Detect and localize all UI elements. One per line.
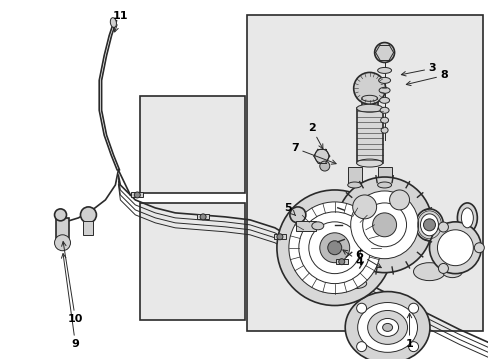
Circle shape — [314, 149, 328, 163]
Text: 1: 1 — [405, 313, 412, 349]
Ellipse shape — [344, 279, 366, 289]
Ellipse shape — [380, 127, 387, 133]
Ellipse shape — [345, 292, 429, 360]
Ellipse shape — [357, 302, 417, 352]
Ellipse shape — [456, 203, 476, 233]
Text: 4: 4 — [342, 250, 363, 267]
Circle shape — [428, 222, 480, 274]
Ellipse shape — [415, 209, 443, 241]
Text: 3: 3 — [401, 63, 435, 76]
Circle shape — [276, 234, 283, 240]
Circle shape — [352, 195, 376, 219]
Ellipse shape — [110, 18, 116, 28]
Bar — [140, 203, 244, 320]
Ellipse shape — [379, 97, 389, 103]
Ellipse shape — [356, 159, 382, 167]
Bar — [131, 192, 143, 197]
Bar — [295, 221, 315, 231]
Circle shape — [55, 209, 66, 221]
Circle shape — [437, 230, 472, 266]
Text: 10: 10 — [61, 242, 83, 324]
Bar — [56, 218, 69, 240]
Text: 5: 5 — [284, 203, 295, 216]
Bar — [347, 167, 361, 185]
Ellipse shape — [442, 266, 462, 278]
Ellipse shape — [380, 117, 388, 123]
Circle shape — [356, 303, 366, 313]
Ellipse shape — [379, 107, 388, 113]
Ellipse shape — [356, 104, 382, 112]
Circle shape — [372, 213, 396, 237]
Circle shape — [356, 342, 366, 352]
Bar — [377, 167, 391, 185]
Circle shape — [200, 214, 205, 220]
Circle shape — [289, 207, 305, 223]
Circle shape — [338, 259, 344, 265]
Ellipse shape — [461, 208, 472, 228]
Text: 2: 2 — [307, 123, 322, 149]
Ellipse shape — [413, 263, 445, 280]
Ellipse shape — [377, 182, 391, 188]
Ellipse shape — [420, 214, 438, 236]
Circle shape — [336, 177, 431, 273]
Text: 9: 9 — [61, 253, 79, 349]
Bar — [273, 234, 285, 239]
Bar — [197, 214, 209, 219]
Ellipse shape — [361, 105, 377, 111]
Circle shape — [438, 222, 447, 232]
Text: 6: 6 — [355, 250, 381, 268]
Bar — [356, 108, 382, 163]
Text: 7: 7 — [290, 143, 335, 164]
Circle shape — [319, 161, 329, 171]
Circle shape — [389, 190, 408, 210]
Ellipse shape — [378, 77, 390, 84]
Ellipse shape — [378, 87, 389, 93]
Ellipse shape — [361, 95, 377, 101]
Ellipse shape — [382, 323, 392, 332]
Circle shape — [319, 233, 349, 263]
Circle shape — [423, 219, 435, 231]
Ellipse shape — [377, 67, 391, 73]
Circle shape — [473, 243, 483, 253]
Circle shape — [81, 207, 96, 223]
Circle shape — [408, 342, 418, 352]
Circle shape — [276, 190, 392, 306]
Bar — [140, 96, 244, 193]
Ellipse shape — [376, 319, 398, 336]
Bar — [83, 221, 93, 235]
Circle shape — [288, 202, 380, 293]
Circle shape — [55, 235, 70, 251]
Circle shape — [374, 42, 394, 62]
Ellipse shape — [311, 222, 323, 230]
Bar — [361, 98, 377, 108]
Ellipse shape — [367, 310, 407, 345]
Circle shape — [408, 303, 418, 313]
Circle shape — [134, 192, 140, 198]
Bar — [246, 15, 483, 330]
Text: 8: 8 — [406, 71, 447, 86]
Circle shape — [353, 72, 385, 104]
Ellipse shape — [347, 182, 361, 188]
Circle shape — [438, 264, 447, 274]
Text: 11: 11 — [112, 11, 128, 32]
Circle shape — [350, 191, 418, 259]
Bar — [335, 259, 347, 264]
Circle shape — [327, 241, 341, 255]
